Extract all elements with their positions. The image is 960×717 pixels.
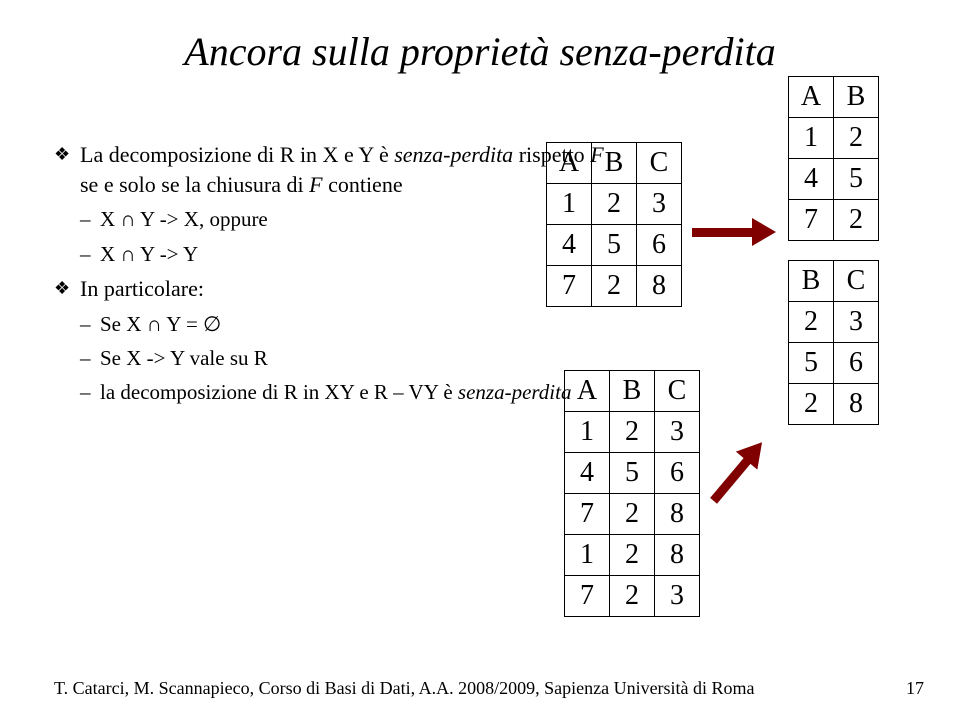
td: 4 — [547, 225, 592, 266]
td: 4 — [789, 159, 834, 200]
text: se e solo se la chiusura di — [80, 172, 309, 197]
td: 2 — [592, 266, 637, 307]
td: 7 — [789, 200, 834, 241]
td: 5 — [592, 225, 637, 266]
td: 8 — [834, 384, 879, 425]
bullet-1a: X ∩ Y -> X, oppure — [54, 205, 614, 233]
th: C — [834, 261, 879, 302]
td: 7 — [565, 494, 610, 535]
td: 3 — [655, 576, 700, 617]
td: 2 — [610, 535, 655, 576]
footer: T. Catarci, M. Scannapieco, Corso di Bas… — [54, 678, 924, 699]
th: C — [655, 371, 700, 412]
td: 8 — [655, 494, 700, 535]
td: 8 — [637, 266, 682, 307]
bullet-2b: Se X -> Y vale su R — [54, 344, 614, 372]
td: 2 — [834, 200, 879, 241]
td: 2 — [610, 576, 655, 617]
text: la decomposizione di R in XY e R – VY è — [100, 380, 458, 404]
th: A — [565, 371, 610, 412]
td: 2 — [789, 384, 834, 425]
td: 1 — [789, 118, 834, 159]
th: A — [547, 143, 592, 184]
table-ab: A B 12 45 72 — [788, 76, 879, 241]
th: C — [637, 143, 682, 184]
td: 7 — [547, 266, 592, 307]
slide-body: La decomposizione di R in X e Y è senza-… — [54, 140, 614, 413]
td: 1 — [547, 184, 592, 225]
text: La decomposizione di R in X e Y è — [80, 142, 394, 167]
td: 1 — [565, 535, 610, 576]
th: B — [610, 371, 655, 412]
arrow-diagonal-icon — [706, 425, 833, 552]
td: 8 — [655, 535, 700, 576]
bullet-2a: Se X ∩ Y = ∅ — [54, 310, 614, 338]
th: B — [789, 261, 834, 302]
th: B — [834, 77, 879, 118]
th: B — [592, 143, 637, 184]
td: 1 — [565, 412, 610, 453]
bullet-1b: X ∩ Y -> Y — [54, 240, 614, 268]
td: 3 — [834, 302, 879, 343]
td: 7 — [565, 576, 610, 617]
slide-title: Ancora sulla proprietà senza-perdita — [0, 28, 960, 75]
text: contiene — [323, 172, 403, 197]
td: 6 — [834, 343, 879, 384]
td: 3 — [655, 412, 700, 453]
bullet-2: In particolare: — [54, 274, 614, 304]
text: F — [309, 172, 322, 197]
td: 2 — [789, 302, 834, 343]
td: 2 — [592, 184, 637, 225]
arrow-right-icon — [692, 222, 776, 242]
text: senza-perdita — [394, 142, 513, 167]
td: 5 — [834, 159, 879, 200]
td: 5 — [610, 453, 655, 494]
text: senza-perdita — [458, 380, 572, 404]
td: 4 — [565, 453, 610, 494]
page-number: 17 — [906, 678, 924, 699]
table-abc-large: A B C 123 456 728 128 723 — [564, 370, 700, 617]
bullet-1: La decomposizione di R in X e Y è senza-… — [54, 140, 614, 199]
td: 6 — [637, 225, 682, 266]
table-bc: B C 23 56 28 — [788, 260, 879, 425]
table-abc-small: A B C 123 456 728 — [546, 142, 682, 307]
bullet-2c: la decomposizione di R in XY e R – VY è … — [54, 378, 614, 406]
td: 3 — [637, 184, 682, 225]
td: 6 — [655, 453, 700, 494]
td: 5 — [789, 343, 834, 384]
footer-text: T. Catarci, M. Scannapieco, Corso di Bas… — [54, 678, 755, 698]
td: 2 — [610, 494, 655, 535]
td: 2 — [834, 118, 879, 159]
td: 2 — [610, 412, 655, 453]
th: A — [789, 77, 834, 118]
